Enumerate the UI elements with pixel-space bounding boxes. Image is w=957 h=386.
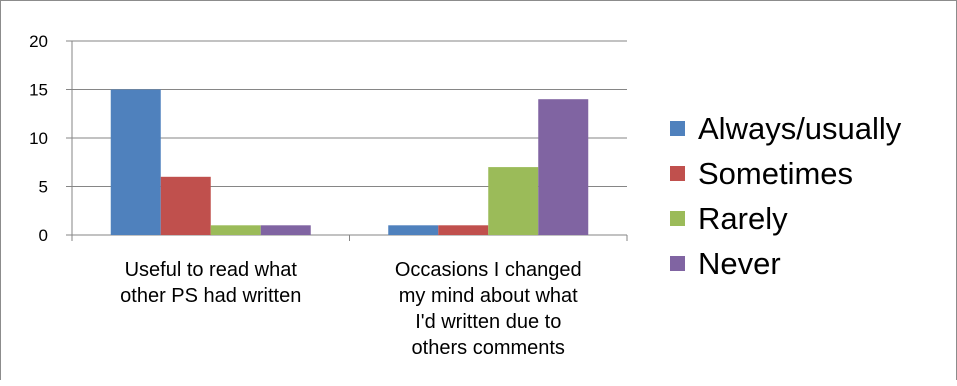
legend-swatch: [670, 256, 685, 271]
bar: [160, 176, 211, 235]
x-category-label: other PS had written: [120, 285, 301, 307]
bar: [210, 225, 261, 235]
bar: [488, 167, 539, 235]
legend-swatch: [670, 121, 685, 136]
y-tick-label: 5: [39, 178, 48, 197]
x-category-label: others comments: [412, 337, 565, 359]
bars: [110, 89, 589, 235]
y-tick-label: 15: [29, 81, 48, 100]
legend-swatch: [670, 211, 685, 226]
legend-label: Rarely: [698, 201, 788, 236]
legend-label: Never: [698, 246, 781, 281]
bar: [538, 99, 589, 235]
bar: [388, 225, 439, 235]
x-category-label: my mind about what: [399, 285, 578, 307]
x-category-label: Useful to read what: [125, 259, 298, 281]
y-tick-label: 0: [39, 226, 48, 245]
bar: [260, 225, 311, 235]
legend: Always/usually Sometimes Rarely Never: [670, 111, 902, 281]
y-tick-labels: 0 5 10 15 20: [29, 32, 48, 245]
y-tick-label: 10: [29, 129, 48, 148]
x-category-label: Occasions I changed: [395, 259, 582, 281]
bar: [438, 225, 489, 235]
x-category-label: I'd written due to: [415, 311, 561, 333]
x-category-labels: Useful to read what other PS had written O…: [120, 259, 582, 359]
legend-swatch: [670, 166, 685, 181]
y-tick-label: 20: [29, 32, 48, 51]
bar: [110, 89, 161, 235]
legend-label: Always/usually: [698, 111, 902, 146]
legend-label: Sometimes: [698, 156, 853, 191]
